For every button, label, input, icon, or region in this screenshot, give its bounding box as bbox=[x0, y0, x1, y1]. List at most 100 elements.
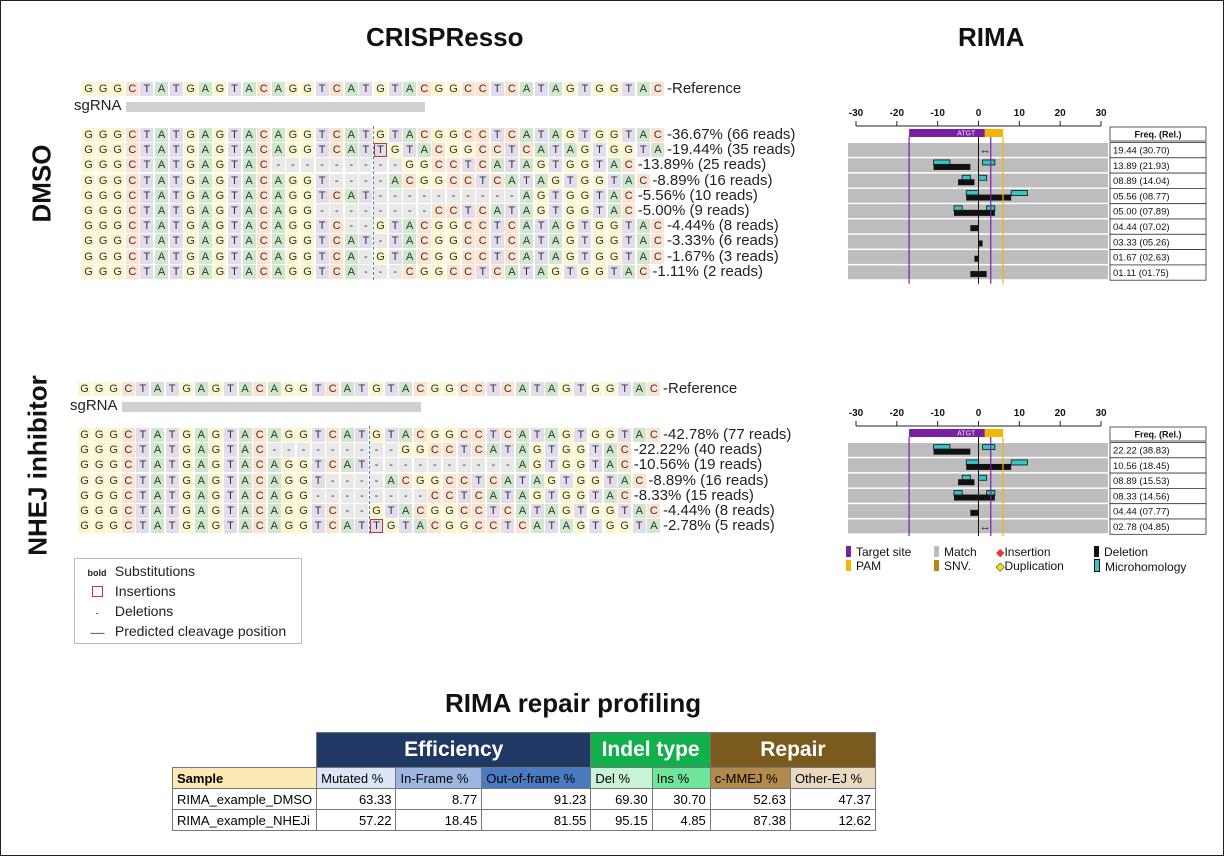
base-cell: A bbox=[151, 519, 164, 534]
base-cell: - bbox=[486, 458, 500, 473]
base-cell: T bbox=[311, 428, 325, 442]
base-cell: C bbox=[447, 173, 460, 188]
base-cell: C bbox=[257, 204, 271, 218]
base-cell: C bbox=[486, 473, 500, 488]
base-cell: A bbox=[534, 264, 548, 279]
base-cell: C bbox=[490, 264, 504, 279]
base-cell: G bbox=[111, 82, 125, 96]
base-cell: - bbox=[403, 204, 417, 218]
base-cell: C bbox=[125, 249, 139, 264]
base-cell: C bbox=[121, 519, 135, 534]
base-cell: G bbox=[213, 173, 227, 188]
base-cell: T bbox=[136, 488, 150, 503]
base-cell: C bbox=[326, 382, 340, 396]
base-cell: T bbox=[374, 143, 387, 158]
base-cell: G bbox=[534, 158, 548, 173]
base-cell: T bbox=[632, 519, 646, 534]
rima-axis-tick-label: 10 bbox=[1014, 408, 1026, 419]
base-cell: - bbox=[461, 188, 475, 203]
base-cell: A bbox=[155, 249, 168, 264]
base-cell: - bbox=[359, 219, 373, 234]
base-cell: G bbox=[107, 473, 121, 488]
base-cell: A bbox=[632, 428, 646, 442]
base-cell: T bbox=[169, 249, 183, 264]
cell-value: 18.45 bbox=[395, 809, 483, 831]
base-cell: C bbox=[472, 382, 486, 396]
rima-axis-tick-label: -20 bbox=[890, 408, 905, 419]
base-cell: A bbox=[490, 204, 504, 218]
base-cell: G bbox=[432, 173, 446, 188]
base-cell: G bbox=[107, 458, 121, 473]
base-cell: A bbox=[242, 204, 256, 218]
base-cell: C bbox=[326, 458, 340, 473]
base-cell: - bbox=[359, 249, 373, 264]
base-cell: G bbox=[301, 128, 314, 142]
base-cell: T bbox=[136, 382, 150, 396]
base-cell: A bbox=[198, 264, 212, 279]
base-cell: T bbox=[136, 458, 150, 473]
rima-freq-value: 03.33 (05.26) bbox=[1113, 237, 1170, 248]
rima-title: RIMA bbox=[958, 22, 1025, 52]
base-cell: - bbox=[501, 458, 515, 473]
base-cell: T bbox=[534, 82, 548, 96]
base-cell: T bbox=[355, 519, 369, 534]
crispresso-title: CRISPResso bbox=[366, 22, 524, 52]
rima-plot-nhej: -30 -20 -10 0 10 20 30 ATGT 22.22 (38.83) 10.56 (… bbox=[848, 408, 1207, 536]
base-cell: T bbox=[228, 249, 241, 264]
base-cell: G bbox=[82, 143, 95, 158]
base-cell: T bbox=[224, 458, 237, 473]
base-cell: G bbox=[388, 143, 402, 158]
base-cell: T bbox=[593, 143, 606, 158]
base-cell: C bbox=[257, 158, 271, 173]
base-cell: G bbox=[111, 249, 125, 264]
base-cell: G bbox=[297, 519, 310, 534]
base-cell: A bbox=[271, 173, 285, 188]
base-cell: C bbox=[257, 188, 271, 203]
base-cell: A bbox=[403, 249, 417, 264]
base-cell: G bbox=[180, 488, 194, 503]
rima-target-site-bar bbox=[909, 429, 991, 437]
base-cell: A bbox=[403, 128, 417, 142]
base-cell: G bbox=[559, 458, 573, 473]
base-cell: T bbox=[593, 188, 606, 203]
base-cell: G bbox=[428, 428, 442, 442]
base-cell: - bbox=[384, 458, 398, 473]
base-cell: A bbox=[271, 82, 285, 96]
base-cell: G bbox=[107, 382, 121, 396]
base-cell: G bbox=[589, 428, 602, 442]
base-cell: T bbox=[534, 249, 548, 264]
base-cell: G bbox=[297, 473, 310, 488]
base-cell: - bbox=[417, 188, 431, 203]
base-cell: C bbox=[330, 249, 344, 264]
base-cell: T bbox=[359, 82, 373, 96]
base-cell: A bbox=[271, 264, 285, 279]
base-cell: A bbox=[155, 128, 168, 142]
base-cell: T bbox=[136, 519, 150, 534]
base-cell: G bbox=[78, 458, 91, 473]
base-cell: G bbox=[96, 249, 110, 264]
base-cell: T bbox=[534, 128, 548, 142]
base-cell: G bbox=[286, 219, 300, 234]
base-cell: G bbox=[530, 458, 544, 473]
col-other-ej: Other-EJ % bbox=[789, 767, 877, 789]
base-cell: G bbox=[286, 204, 300, 218]
base-cell: T bbox=[136, 443, 150, 458]
base-cell: G bbox=[209, 428, 223, 442]
rima-axis-tick-label: 20 bbox=[1055, 408, 1067, 419]
base-cell: G bbox=[78, 443, 91, 458]
base-cell: T bbox=[476, 264, 490, 279]
alignment-legend: bold Substitutions Insertions - Deletion… bbox=[74, 558, 302, 644]
rima-pam-bar bbox=[984, 429, 1003, 437]
base-cell: - bbox=[374, 158, 387, 173]
base-cell: A bbox=[267, 488, 281, 503]
base-cell: T bbox=[578, 82, 592, 96]
base-cell: - bbox=[447, 188, 460, 203]
base-cell: G bbox=[399, 443, 413, 458]
base-cell: T bbox=[224, 382, 237, 396]
read-frequency-label: -8.33% (15 reads) bbox=[633, 486, 754, 504]
base-cell: G bbox=[111, 264, 125, 279]
base-cell: C bbox=[257, 249, 271, 264]
base-cell: T bbox=[228, 128, 241, 142]
base-cell: A bbox=[155, 188, 168, 203]
base-cell: C bbox=[618, 443, 632, 458]
